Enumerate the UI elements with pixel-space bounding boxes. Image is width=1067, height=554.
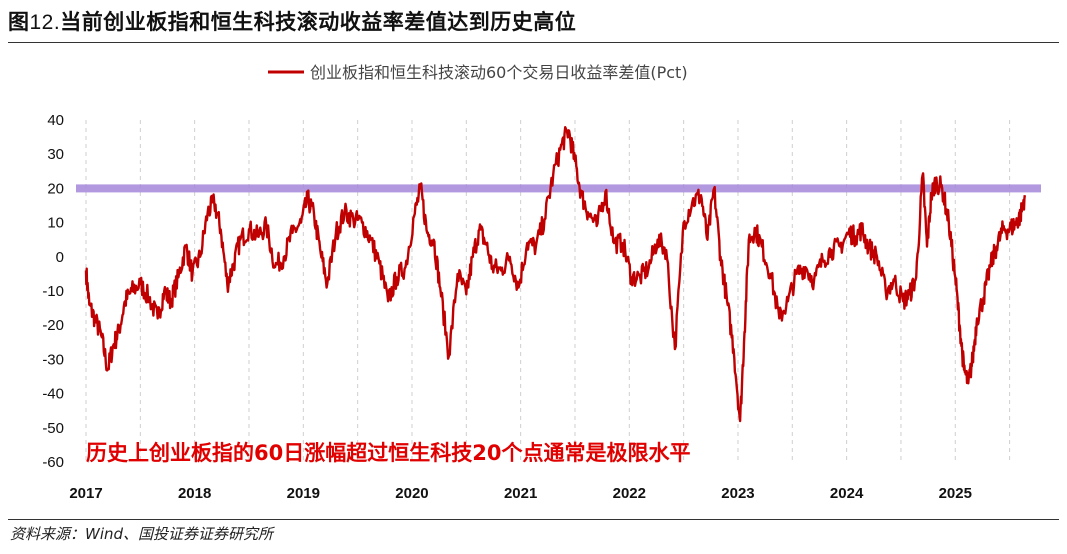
chart-legend: 创业板指和恒生科技滚动60个交易日收益率差值(Pct): [268, 63, 688, 82]
y-tick-label: 30: [47, 146, 64, 163]
legend-label: 创业板指和恒生科技滚动60个交易日收益率差值(Pct): [310, 63, 688, 82]
series-line: [84, 126, 1026, 423]
y-tick-label: -30: [42, 351, 64, 368]
x-tick-label: 2020: [395, 485, 428, 502]
figure-title: 图12.当前创业板指和恒生科技滚动收益率差值达到历史高位: [8, 6, 576, 36]
y-tick-label: -20: [42, 317, 64, 334]
x-tick-label: 2022: [613, 485, 646, 502]
source-note: 资料来源：Wind、国投证券证券研究所: [10, 525, 274, 543]
x-axis-ticks: 2017 2018 2019 2020 2021 2022 2023 2024 2025: [69, 485, 972, 502]
y-tick-label: 20: [47, 180, 64, 197]
y-tick-label: -40: [42, 386, 64, 403]
x-tick-label: 2021: [504, 485, 537, 502]
x-tick-label: 2018: [178, 485, 211, 502]
chart-annotation: 历史上创业板指的60日涨幅超过恒生科技20个点通常是极限水平: [86, 441, 690, 465]
y-tick-label: 40: [47, 112, 64, 129]
source-rule: [8, 519, 1059, 520]
x-tick-label: 2025: [939, 485, 972, 502]
figure-title-text: 当前创业板指和恒生科技滚动收益率差值达到历史高位: [60, 10, 577, 34]
chart-grid: [85, 120, 1011, 462]
x-tick-label: 2023: [721, 485, 754, 502]
figure-title-prefix: 图: [8, 10, 30, 34]
x-tick-label: 2024: [830, 485, 864, 502]
x-tick-label: 2017: [69, 485, 102, 502]
y-tick-label: 0: [56, 249, 64, 266]
threshold-band: [76, 184, 1041, 193]
line-chart: 创业板指和恒生科技滚动60个交易日收益率差值(Pct) 40 30 20 10 0 -10…: [42, 63, 1041, 502]
title-rule: [8, 42, 1059, 43]
y-axis-ticks: 40 30 20 10 0 -10 -20 -30 -40 -50 -60: [42, 112, 64, 471]
y-tick-label: -60: [42, 454, 64, 471]
figure-title-number: 12.: [29, 11, 61, 34]
y-tick-label: 10: [47, 215, 64, 232]
y-tick-label: -10: [42, 283, 64, 300]
y-tick-label: -50: [42, 420, 64, 437]
x-tick-label: 2019: [287, 485, 320, 502]
